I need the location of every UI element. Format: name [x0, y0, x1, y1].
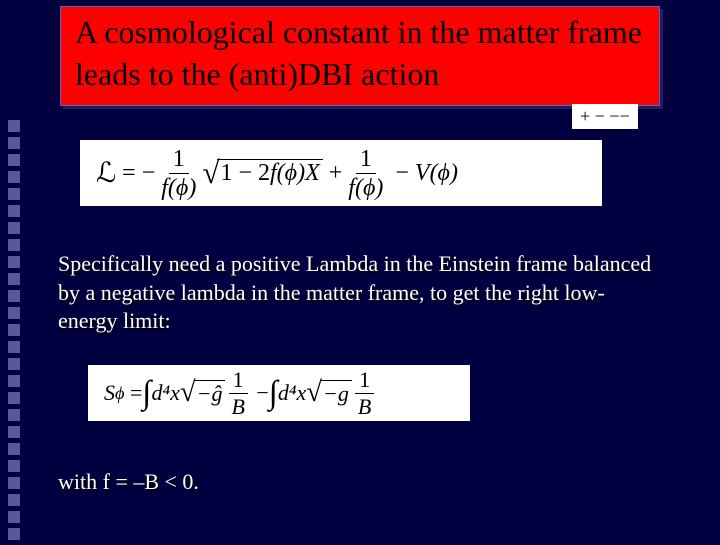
bullet-square	[8, 341, 20, 353]
bullet-square	[8, 528, 20, 540]
title-box: A cosmological constant in the matter fr…	[60, 6, 660, 106]
bullet-square	[8, 205, 20, 217]
bullet-square	[8, 358, 20, 370]
bullet-square	[8, 290, 20, 302]
bullet-square	[8, 460, 20, 472]
bullet-square	[8, 324, 20, 336]
bullet-square	[8, 409, 20, 421]
bullet-square	[8, 426, 20, 438]
metric-signature: + − −−	[572, 104, 638, 129]
bullet-square	[8, 171, 20, 183]
equation-action: Sϕ = ∫ d⁴x √ −ĝ 1 B − ∫ d⁴x √ −g 1 B	[88, 365, 470, 421]
bullet-square	[8, 239, 20, 251]
decorative-squares	[8, 120, 22, 545]
body-text-2: with f = –B < 0.	[58, 468, 658, 497]
bullet-square	[8, 494, 20, 506]
eq1-lhs: ℒ	[96, 156, 116, 190]
bullet-square	[8, 443, 20, 455]
bullet-square	[8, 392, 20, 404]
bullet-square	[8, 120, 20, 132]
bullet-square	[8, 256, 20, 268]
bullet-square	[8, 511, 20, 523]
body-text-1: Specifically need a positive Lambda in t…	[58, 250, 658, 336]
equation-lagrangian: ℒ = − 1 f(ϕ) √ 1 − 2f(ϕ)X + 1 f(ϕ) − V(ϕ…	[80, 140, 602, 206]
bullet-square	[8, 188, 20, 200]
bullet-square	[8, 137, 20, 149]
bullet-square	[8, 477, 20, 489]
bullet-square	[8, 375, 20, 387]
page-title: A cosmological constant in the matter fr…	[75, 14, 642, 92]
bullet-square	[8, 273, 20, 285]
bullet-square	[8, 307, 20, 319]
bullet-square	[8, 154, 20, 166]
bullet-square	[8, 222, 20, 234]
